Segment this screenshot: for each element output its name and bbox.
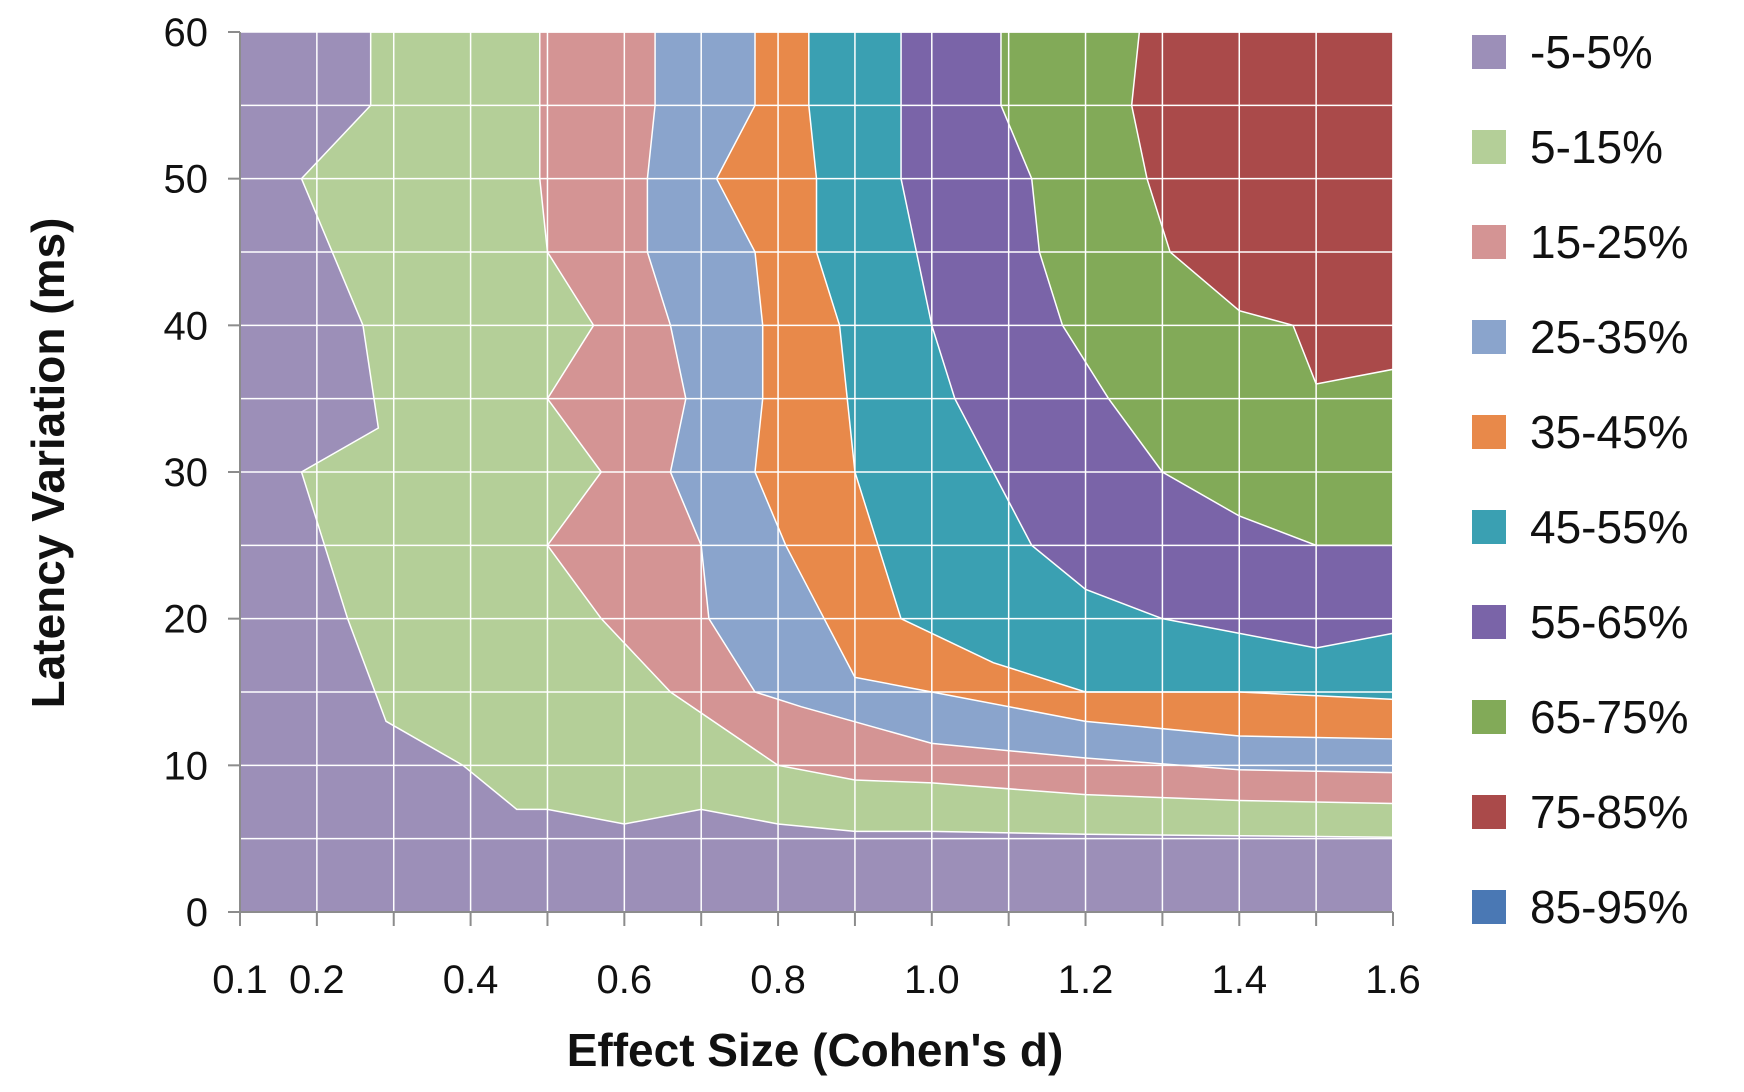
- legend-label: 45-55%: [1530, 501, 1689, 553]
- legend-label: 55-65%: [1530, 596, 1689, 648]
- y-tick-label: 50: [164, 158, 209, 202]
- y-tick-label: 60: [164, 11, 209, 55]
- legend-swatch: [1472, 35, 1506, 69]
- legend-swatch: [1472, 605, 1506, 639]
- legend-label: 85-95%: [1530, 881, 1689, 933]
- x-tick-label: 0.2: [289, 958, 345, 1002]
- legend-label: 15-25%: [1530, 216, 1689, 268]
- plot-axes: [228, 31, 1394, 926]
- legend-swatch: [1472, 700, 1506, 734]
- y-tick-label: 20: [164, 598, 209, 642]
- x-tick-label: 1.2: [1058, 958, 1114, 1002]
- x-tick-label: 0.8: [750, 958, 806, 1002]
- legend-swatch: [1472, 320, 1506, 354]
- legend-label: 75-85%: [1530, 786, 1689, 838]
- legend-swatch: [1472, 890, 1506, 924]
- legend: -5-5% 5-15% 15-25% 25-35% 35-45% 45-55% 55-65%…: [1472, 26, 1689, 933]
- y-axis-title: Latency Variation (ms): [22, 218, 74, 709]
- y-tick-label: 30: [164, 451, 209, 495]
- x-tick-label: 0.4: [443, 958, 499, 1002]
- legend-label: 35-45%: [1530, 406, 1689, 458]
- legend-swatch: [1472, 510, 1506, 544]
- y-tick-label: 40: [164, 304, 209, 348]
- legend-swatch: [1472, 795, 1506, 829]
- x-tick-label: 1.0: [904, 958, 960, 1002]
- x-tick-labels: 0.1 0.2 0.4 0.6 0.8 1.0 1.2 1.4 1.6: [212, 958, 1421, 1002]
- x-axis-title: Effect Size (Cohen's d): [567, 1024, 1064, 1076]
- legend-swatch: [1472, 225, 1506, 259]
- legend-swatch: [1472, 130, 1506, 164]
- legend-label: -5-5%: [1530, 26, 1653, 78]
- x-tick-label: 1.6: [1365, 958, 1421, 1002]
- y-tick-labels: 0 10 20 30 40 50 60: [164, 11, 209, 935]
- x-tick-label: 0.6: [597, 958, 653, 1002]
- legend-label: 65-75%: [1530, 691, 1689, 743]
- legend-swatch: [1472, 415, 1506, 449]
- legend-label: 25-35%: [1530, 311, 1689, 363]
- y-tick-label: 0: [186, 891, 208, 935]
- x-tick-label: 0.1: [212, 958, 268, 1002]
- y-tick-label: 10: [164, 744, 209, 788]
- x-tick-label: 1.4: [1211, 958, 1267, 1002]
- legend-label: 5-15%: [1530, 121, 1663, 173]
